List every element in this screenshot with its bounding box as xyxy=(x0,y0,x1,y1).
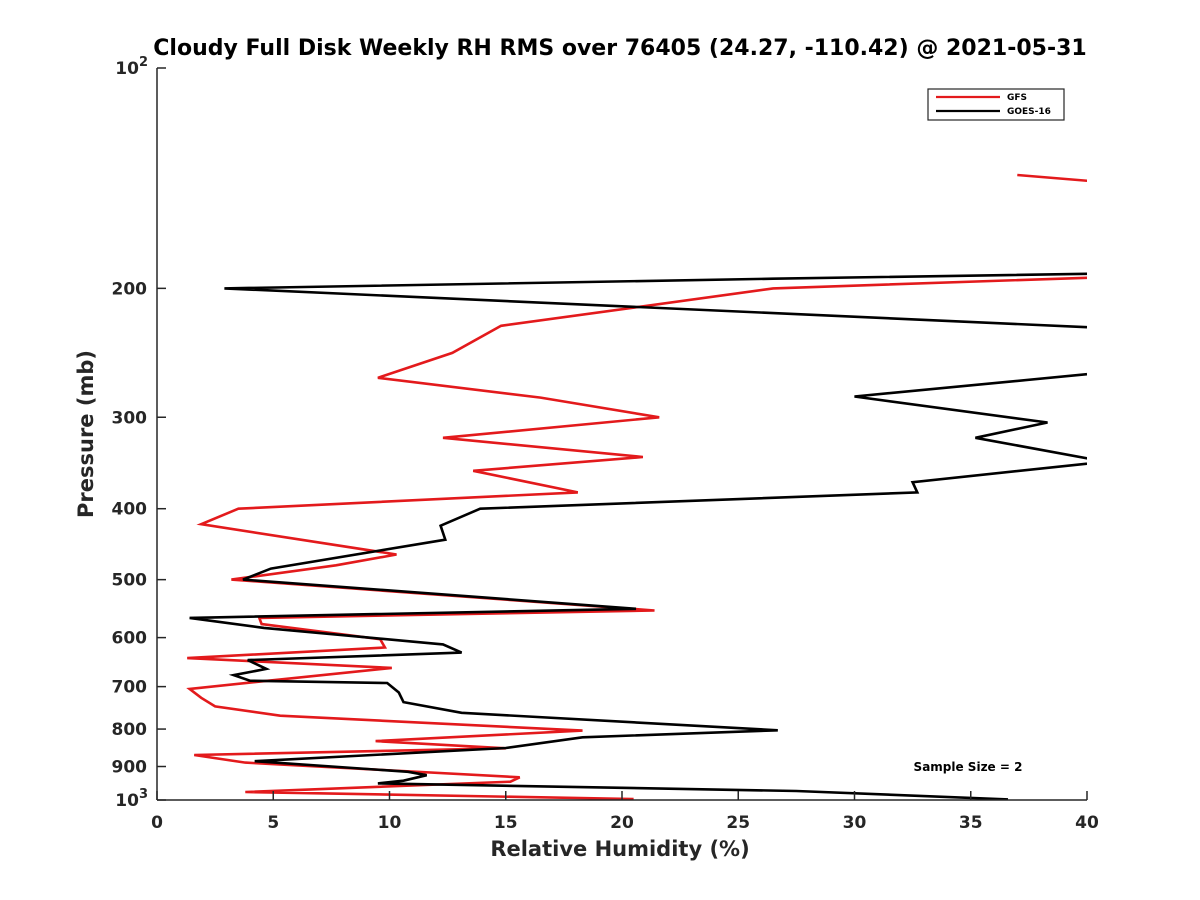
y-tick-label: 400 xyxy=(112,500,148,520)
x-tick-label: 5 xyxy=(267,813,279,833)
y-axis-label: Pressure (mb) xyxy=(74,350,98,518)
y-tick-label: 600 xyxy=(112,629,148,649)
y-tick-label: 900 xyxy=(112,758,148,778)
x-tick-label: 0 xyxy=(151,813,163,833)
y-tick-label: 500 xyxy=(112,571,148,591)
series-line-gfs xyxy=(186,276,1087,800)
x-tick-label: 35 xyxy=(959,813,983,833)
y-tick-label: 800 xyxy=(112,720,148,740)
y-tick-label: 300 xyxy=(112,408,148,428)
x-tick-label: 30 xyxy=(843,813,867,833)
series-line-goes-16 xyxy=(224,272,1087,329)
y-tick-label: 700 xyxy=(112,678,148,698)
series-line-goes-16 xyxy=(189,372,1087,800)
series-line-gfs xyxy=(1017,173,1087,183)
x-tick-label: 25 xyxy=(726,813,750,833)
sample-size-annotation: Sample Size = 2 xyxy=(914,760,1023,774)
legend-label-gfs: GFS xyxy=(1007,93,1027,103)
x-tick-label: 20 xyxy=(610,813,634,833)
x-axis-label: Relative Humidity (%) xyxy=(490,837,749,861)
y-tick-label: 103 xyxy=(115,787,148,811)
legend-label-goes-16: GOES-16 xyxy=(1007,107,1051,117)
x-tick-label: 10 xyxy=(378,813,402,833)
legend-box xyxy=(927,88,1065,121)
x-tick-label: 15 xyxy=(494,813,518,833)
chart-title: Cloudy Full Disk Weekly RH RMS over 7640… xyxy=(153,36,1086,61)
x-tick-label: 40 xyxy=(1075,813,1099,833)
y-tick-label: 200 xyxy=(112,279,148,299)
y-tick-label: 102 xyxy=(115,55,148,79)
legend: GFS GOES-16 xyxy=(927,88,1065,121)
